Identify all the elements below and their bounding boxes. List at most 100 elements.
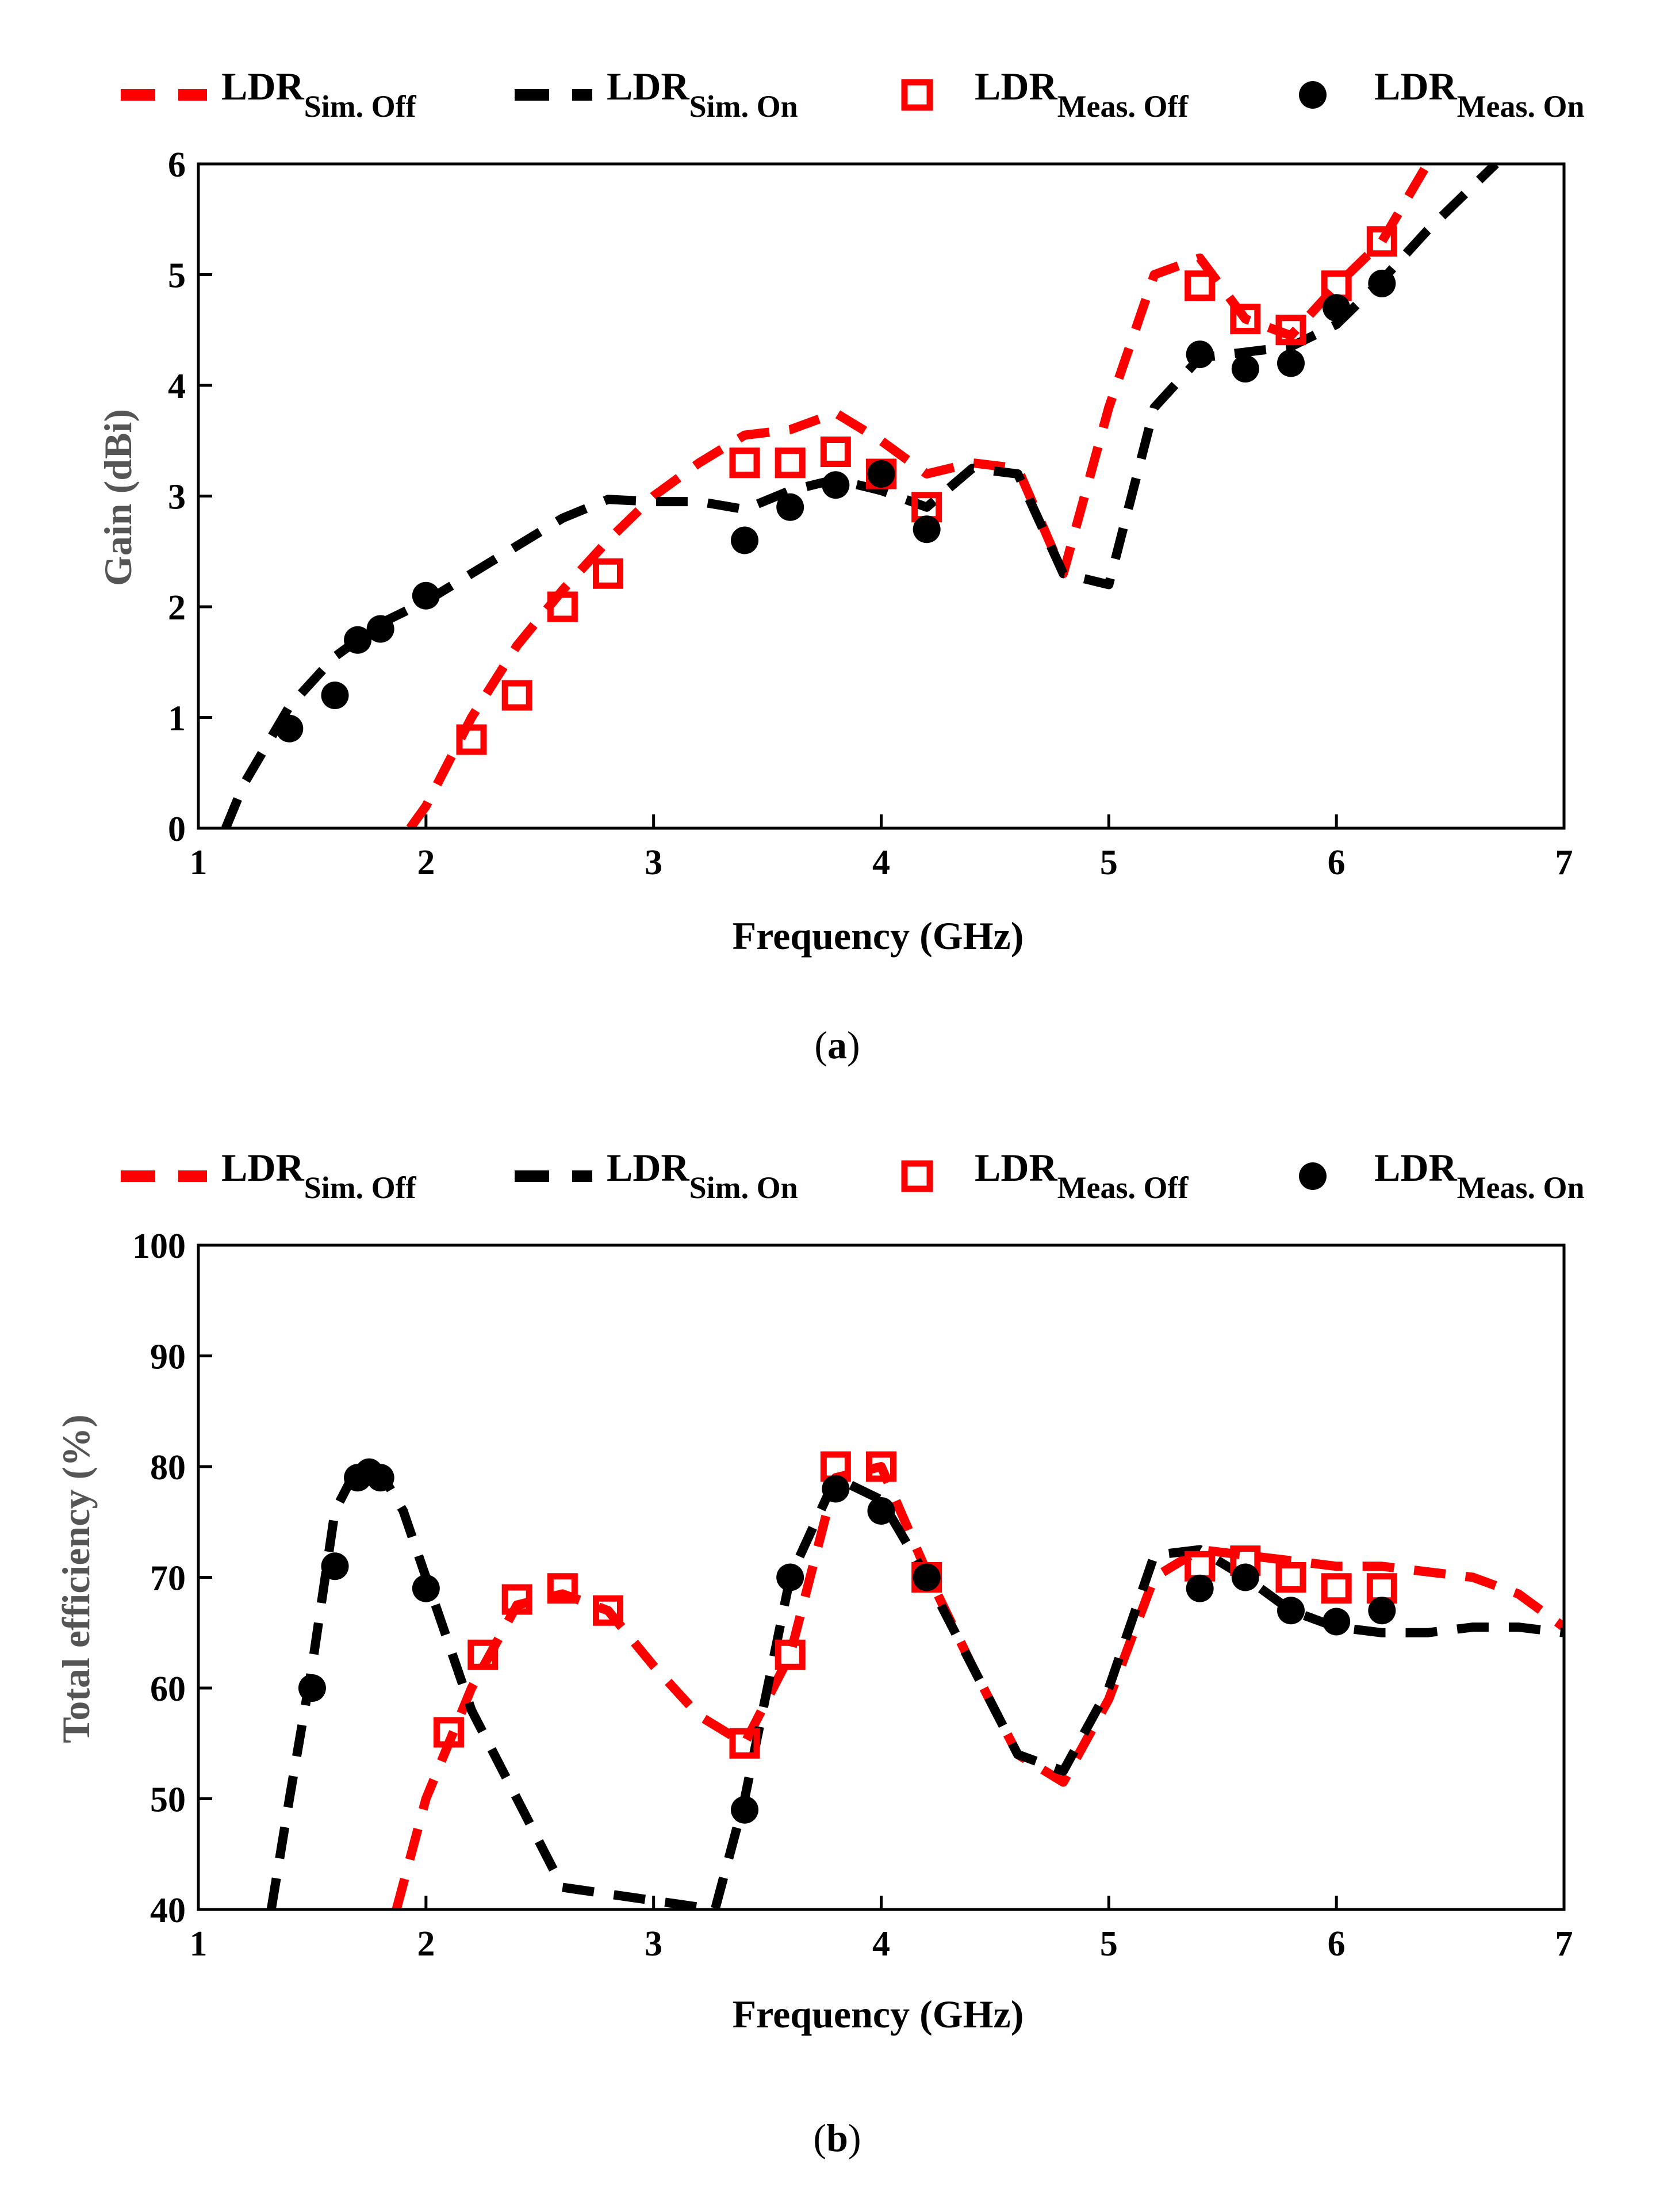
panel-b-y-tick-label: 60: [150, 1670, 186, 1709]
panel-a-legend: LDRSim. Off LDRSim. On LDRMeas. Off LDRM…: [121, 64, 1585, 124]
panel-b-x-tick-label: 6: [1328, 1924, 1346, 1964]
panel-a-point-ldr-meas-off: [501, 680, 532, 711]
panel-b-plot-group: 1 2 3 4 5 6 7 40 50 60 70 80 90 100: [132, 1227, 1573, 1964]
panel-b-y-tick-label: 80: [150, 1448, 186, 1487]
panel-a-point-ldr-meas-on: [275, 714, 304, 743]
panel-b-point-ldr-meas-on: [321, 1552, 349, 1580]
panel-b-y-tick-label: 50: [150, 1781, 186, 1820]
legend-b-meas-off-swatch: [901, 1160, 933, 1192]
panel-b-point-ldr-meas-off: [729, 1728, 760, 1759]
panel-a-x-tick-label: 3: [645, 843, 662, 882]
panel-b-point-ldr-meas-off: [775, 1639, 806, 1670]
panel-b-point-ldr-meas-on: [1277, 1597, 1305, 1625]
panel-b-point-ldr-meas-off: [866, 1451, 896, 1482]
panel-a-point-ldr-meas-off: [547, 591, 578, 622]
legend-b-sim-off-label: LDRSim. Off: [221, 1146, 417, 1205]
panel-b-plot-frame: [197, 1243, 1566, 1911]
panel-b-point-ldr-meas-off: [593, 1595, 623, 1626]
panel-a: LDRSim. Off LDRSim. On LDRMeas. Off LDRM…: [96, 64, 1585, 1067]
panel-b-point-ldr-meas-on: [867, 1497, 895, 1525]
legend-b-meas-off-label: LDRMeas. Off: [975, 1146, 1189, 1205]
legend-a-sim-off-label: LDRSim. Off: [221, 64, 417, 124]
panel-b-y-tick-label: 70: [150, 1559, 186, 1598]
panel-b-point-ldr-meas-off: [1275, 1562, 1306, 1593]
panel-a-point-ldr-meas-off: [1275, 315, 1306, 346]
panel-b-y-tick-label: 100: [132, 1227, 186, 1266]
panel-a-point-ldr-meas-on: [344, 626, 372, 654]
panel-a-y-tick-label: 3: [168, 478, 186, 517]
panel-a-point-ldr-meas-on: [731, 526, 758, 554]
panel-a-y-tick-label: 0: [168, 810, 186, 849]
panel-a-y-tick-label: 5: [168, 257, 186, 296]
panel-a-point-ldr-meas-off: [729, 447, 760, 479]
panel-a-x-tick-label: 7: [1555, 843, 1573, 882]
panel-a-series-ldr-sim-off: [406, 164, 1432, 828]
panel-b-x-tick-label: 1: [190, 1924, 208, 1964]
legend-a-meas-on-label: LDRMeas. On: [1374, 64, 1585, 124]
panel-b-point-ldr-meas-on: [822, 1475, 850, 1503]
panel-a-x-tick-label: 4: [872, 843, 890, 882]
panel-a-point-ldr-meas-off: [1230, 304, 1261, 334]
panel-b-point-ldr-meas-on: [913, 1563, 941, 1591]
panel-a-plot-frame: [197, 162, 1566, 830]
panel-b-point-ldr-meas-on: [1368, 1597, 1396, 1625]
panel-a-point-ldr-meas-on: [1231, 355, 1259, 383]
panel-b-point-ldr-meas-off: [467, 1639, 499, 1670]
panel-a-point-ldr-meas-on: [913, 515, 941, 544]
panel-a-point-ldr-meas-on: [1277, 349, 1305, 377]
panel-a-point-ldr-meas-on: [412, 581, 440, 610]
panel-a-point-ldr-meas-on: [1368, 269, 1396, 297]
panel-a-point-ldr-meas-on: [1323, 294, 1351, 322]
panel-b-y-tick-label: 40: [150, 1891, 186, 1930]
panel-a-y-tick-label: 2: [168, 588, 186, 627]
panel-b-point-ldr-meas-on: [1231, 1563, 1259, 1591]
panel-a-point-ldr-meas-off: [593, 558, 623, 589]
panel-a-caption: (a): [814, 1023, 860, 1067]
panel-a-x-axis-label: Frequency (GHz): [733, 914, 1024, 958]
panel-b-legend: LDRSim. Off LDRSim. On LDRMeas. Off LDRM…: [121, 1146, 1585, 1205]
panel-a-point-ldr-meas-off: [775, 447, 806, 479]
panel-a-y-tick-label: 4: [168, 367, 186, 406]
panel-b-x-tick-label: 4: [872, 1924, 890, 1964]
panel-a-y-axis-label: Gain (dBi): [96, 409, 140, 586]
panel-a-x-tick-label: 5: [1100, 843, 1118, 882]
panel-b-x-tick-label: 5: [1100, 1924, 1118, 1964]
panel-a-y-tick-label: 1: [168, 699, 186, 738]
legend-a-sim-on-label: LDRSim. On: [607, 64, 798, 124]
panel-a-x-tick-label: 1: [190, 843, 208, 882]
panel-b-point-ldr-meas-on: [731, 1796, 758, 1824]
panel-a-point-ldr-meas-on: [1186, 340, 1214, 369]
panel-b-x-tick-label: 2: [417, 1924, 435, 1964]
legend-b-sim-on-label: LDRSim. On: [607, 1146, 798, 1205]
panel-a-point-ldr-meas-off: [456, 724, 487, 755]
panel-b-point-ldr-meas-on: [366, 1464, 394, 1492]
panel-b-x-tick-label: 3: [645, 1924, 662, 1964]
panel-a-y-tick-label: 6: [168, 146, 186, 185]
panel-a-point-ldr-meas-on: [321, 682, 349, 709]
panel-b-point-ldr-meas-on: [298, 1674, 326, 1702]
panel-b-caption: (b): [813, 2116, 861, 2160]
panel-a-point-ldr-meas-on: [366, 615, 394, 643]
panel-a-point-ldr-meas-off: [820, 437, 851, 467]
panel-b-y-tick-label: 90: [150, 1338, 186, 1377]
panel-b-point-ldr-meas-off: [1321, 1573, 1352, 1604]
panel-b-point-ldr-meas-off: [433, 1717, 464, 1748]
panel-b-x-tick-label: 7: [1555, 1924, 1573, 1964]
panel-a-x-tick-label: 2: [417, 843, 435, 882]
panel-b-point-ldr-meas-off: [501, 1584, 532, 1615]
legend-b-meas-on-swatch: [1299, 1162, 1327, 1190]
panel-b-point-ldr-meas-on: [776, 1563, 804, 1591]
panel-b-point-ldr-meas-off: [547, 1573, 578, 1604]
panel-a-point-ldr-meas-on: [822, 471, 850, 499]
panel-b-y-axis-label: Total efficiency (%): [54, 1414, 98, 1743]
panel-b: LDRSim. Off LDRSim. On LDRMeas. Off LDRM…: [54, 1146, 1585, 2160]
legend-b-meas-on-label: LDRMeas. On: [1374, 1146, 1585, 1205]
legend-a-meas-off-swatch: [901, 79, 933, 111]
panel-a-point-ldr-meas-on: [776, 493, 804, 521]
panel-a-point-ldr-meas-off: [1185, 270, 1216, 301]
panel-b-point-ldr-meas-on: [412, 1574, 440, 1602]
panel-b-x-axis-label: Frequency (GHz): [733, 1992, 1024, 2036]
